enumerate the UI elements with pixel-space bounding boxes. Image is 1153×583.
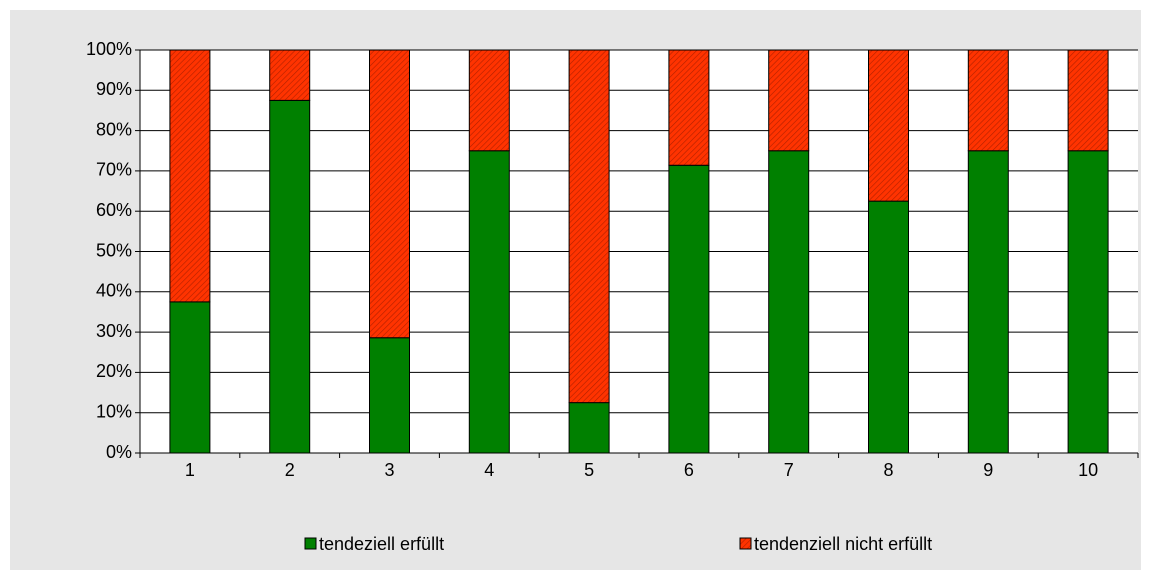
legend-label: tendenziell nicht erfüllt (754, 534, 932, 554)
legend-label: tendeziell erfüllt (319, 534, 444, 554)
y-tick-label: 20% (96, 361, 132, 381)
x-tick-label: 10 (1078, 460, 1098, 480)
x-tick-label: 1 (185, 460, 195, 480)
x-tick-label: 4 (484, 460, 494, 480)
y-tick-label: 60% (96, 200, 132, 220)
x-tick-label: 8 (883, 460, 893, 480)
y-tick-label: 100% (86, 39, 132, 59)
bar-segment (967, 49, 1009, 152)
y-tick-label: 70% (96, 160, 132, 180)
y-tick-label: 90% (96, 79, 132, 99)
bar-segment (568, 49, 610, 404)
x-tick-label: 7 (784, 460, 794, 480)
y-tick-label: 30% (96, 321, 132, 341)
y-tick-label: 50% (96, 240, 132, 260)
bar-segment (1067, 150, 1109, 454)
bar-segment (169, 49, 211, 303)
x-tick-label: 9 (983, 460, 993, 480)
bar-segment (269, 49, 311, 101)
x-tick-label: 5 (584, 460, 594, 480)
bar-segment (369, 49, 410, 339)
x-tick-label: 3 (384, 460, 394, 480)
bar-segment (868, 49, 909, 202)
legend-swatch (739, 537, 752, 550)
bar-segment (768, 150, 810, 454)
x-tick-label: 6 (684, 460, 694, 480)
bar-segment (1067, 49, 1109, 152)
bar-segment (169, 301, 211, 454)
y-tick-label: 0% (106, 442, 132, 462)
bar-segment (269, 99, 311, 454)
bar-segment (568, 402, 610, 454)
y-tick-label: 10% (96, 401, 132, 421)
legend-swatch (304, 537, 317, 550)
bar-segment (668, 164, 710, 454)
bar-segment (967, 150, 1009, 454)
y-tick-label: 80% (96, 119, 132, 139)
bar-segment (668, 49, 710, 166)
bar-segment (369, 337, 410, 454)
bar-segment (468, 49, 510, 152)
bar-segment (868, 200, 909, 454)
y-tick-label: 40% (96, 281, 132, 301)
x-tick-label: 2 (285, 460, 295, 480)
bar-segment (468, 150, 510, 454)
bar-segment (768, 49, 810, 152)
